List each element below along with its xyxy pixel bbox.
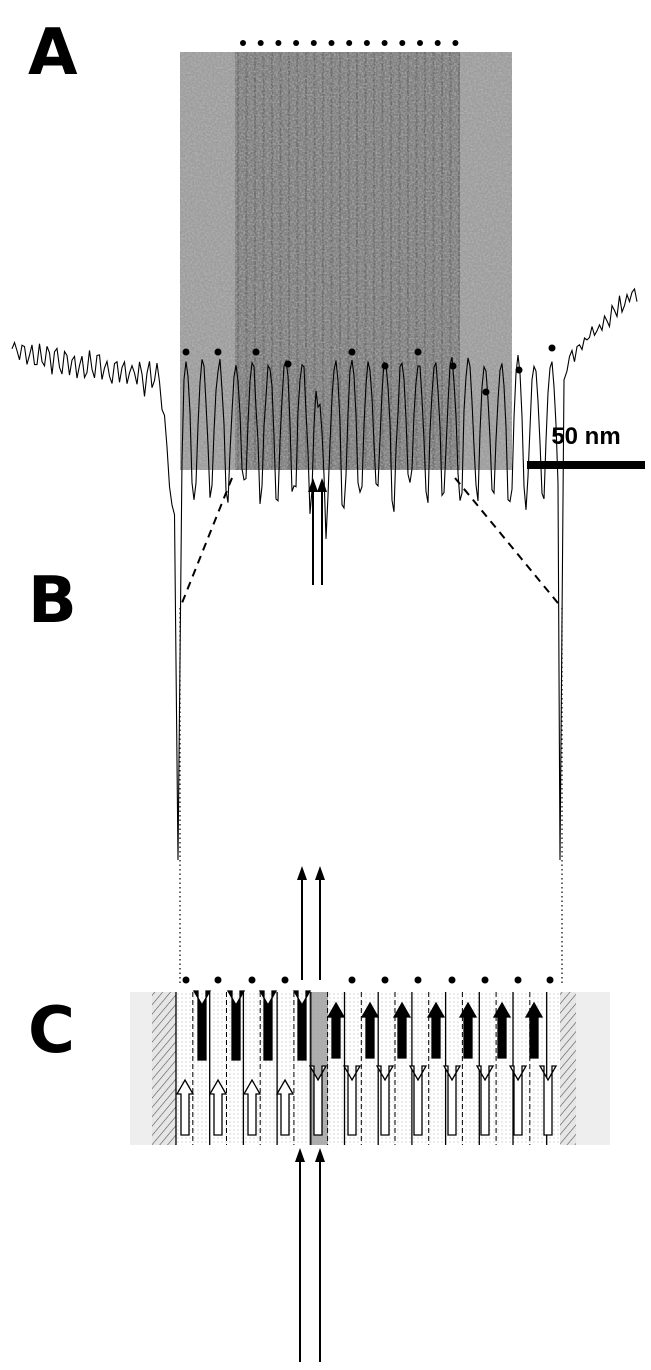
polarity-arrow bbox=[226, 990, 246, 1061]
polarity-arrow bbox=[538, 1065, 558, 1136]
polarity-arrow bbox=[342, 1065, 362, 1136]
polarity-arrow bbox=[175, 1078, 195, 1136]
dot bbox=[214, 348, 222, 356]
dot bbox=[281, 976, 289, 984]
dot bbox=[248, 976, 256, 984]
polarity-arrow bbox=[458, 1001, 478, 1059]
polarity-arrow bbox=[508, 1065, 528, 1136]
dashed-guide bbox=[179, 477, 233, 609]
polarity-arrow bbox=[292, 990, 312, 1061]
edge-hatch bbox=[152, 992, 176, 1145]
dot bbox=[252, 348, 260, 356]
polarity-arrow bbox=[492, 1001, 512, 1059]
dot bbox=[481, 976, 489, 984]
dot bbox=[399, 40, 406, 46]
dot bbox=[348, 348, 356, 356]
dot bbox=[448, 976, 456, 984]
polarity-arrow bbox=[360, 1001, 380, 1059]
density-trace bbox=[11, 287, 638, 861]
dot bbox=[363, 40, 370, 46]
seam-arrows bbox=[295, 478, 327, 1362]
dot bbox=[381, 362, 389, 370]
dot bbox=[293, 40, 300, 46]
dot bbox=[214, 976, 222, 984]
dots-c bbox=[182, 976, 554, 984]
polarity-arrow bbox=[275, 1078, 295, 1136]
dot bbox=[414, 348, 422, 356]
arrow-head bbox=[315, 1148, 325, 1162]
dot bbox=[346, 40, 353, 46]
polarity-arrow bbox=[375, 1065, 395, 1136]
dot bbox=[348, 976, 356, 984]
arrow-head bbox=[295, 1148, 305, 1162]
dot bbox=[414, 976, 422, 984]
panel-label: C bbox=[28, 994, 75, 1068]
arrow-head bbox=[315, 866, 325, 880]
polarity-arrow bbox=[192, 990, 212, 1061]
dot bbox=[514, 976, 522, 984]
edge-hatch bbox=[560, 992, 576, 1145]
arrow-head bbox=[308, 478, 318, 492]
dots-a bbox=[240, 40, 459, 46]
dot bbox=[182, 976, 190, 984]
polarity-arrow bbox=[258, 990, 278, 1061]
scale-bar-label: 50 nm bbox=[551, 423, 620, 450]
polarity-arrow bbox=[408, 1065, 428, 1136]
dot bbox=[182, 348, 190, 356]
dot bbox=[381, 976, 389, 984]
dot bbox=[482, 388, 490, 396]
polarity-arrow bbox=[392, 1001, 412, 1059]
dot bbox=[546, 976, 554, 984]
dots-b bbox=[182, 344, 556, 396]
polarity-arrow bbox=[242, 1078, 262, 1136]
polarity-arrow bbox=[208, 1078, 228, 1136]
polarity-arrow bbox=[524, 1001, 544, 1059]
dashed-guide bbox=[454, 477, 563, 609]
dot bbox=[328, 40, 335, 46]
scale-bar bbox=[527, 461, 645, 469]
dot bbox=[275, 40, 282, 46]
polarity-arrow bbox=[326, 1001, 346, 1059]
polarity-arrow bbox=[308, 1065, 328, 1136]
dot bbox=[310, 40, 317, 46]
panel-label: B bbox=[28, 564, 77, 638]
dot bbox=[548, 344, 556, 352]
polarity-arrow bbox=[442, 1065, 462, 1136]
dot bbox=[257, 40, 264, 46]
panel-label: A bbox=[28, 16, 78, 90]
arrow-head bbox=[317, 478, 327, 492]
dot bbox=[284, 360, 292, 368]
dot bbox=[240, 40, 246, 46]
dot bbox=[452, 40, 459, 46]
micrograph-noise bbox=[180, 52, 512, 470]
polarity-arrow bbox=[426, 1001, 446, 1059]
dot bbox=[434, 40, 441, 46]
dot bbox=[449, 362, 457, 370]
arrow-head bbox=[297, 866, 307, 880]
polarity-arrows bbox=[175, 990, 558, 1136]
dot bbox=[515, 366, 523, 374]
polarity-arrow bbox=[475, 1065, 495, 1136]
dot bbox=[417, 40, 423, 46]
dot bbox=[381, 40, 388, 46]
